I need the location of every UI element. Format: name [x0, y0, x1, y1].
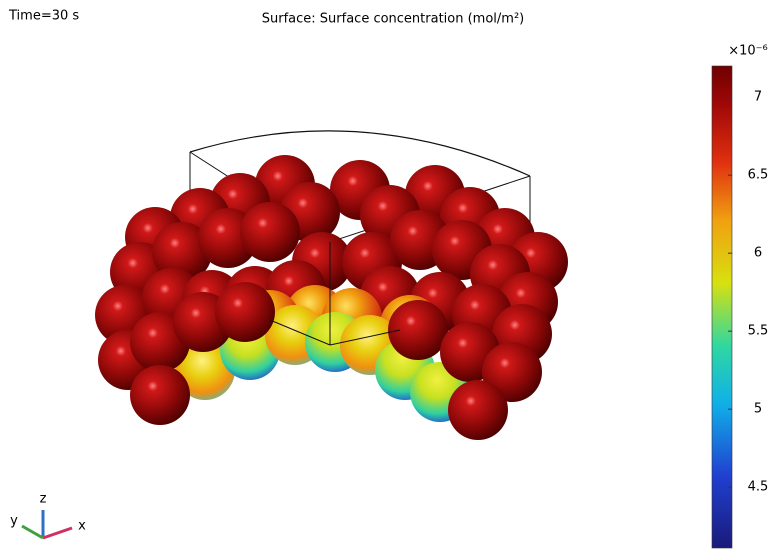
colorbar-tick-label: 5	[754, 402, 762, 417]
colorbar-tick-label: 5.5	[748, 324, 769, 339]
colorbar-multiplier: ×10⁻⁶	[728, 44, 768, 59]
particle	[240, 202, 300, 262]
colorbar-tick-label: 6	[754, 246, 762, 261]
axis-triad: z x y	[10, 492, 86, 539]
y-axis-arrow	[22, 526, 43, 538]
y-axis-label: y	[10, 514, 18, 529]
particle	[215, 282, 275, 342]
particle	[388, 300, 448, 360]
particle	[130, 365, 190, 425]
chart-title: Surface: Surface concentration (mol/m²)	[262, 12, 525, 27]
colorbar-tick-label: 6.5	[748, 168, 769, 183]
colorbar-tick-label: 7	[754, 90, 762, 105]
colorbar-tick-label: 4.5	[748, 480, 769, 495]
particle	[448, 380, 508, 440]
surface-plot	[95, 131, 568, 440]
colorbar	[712, 66, 732, 548]
time-label: Time=30 s	[8, 9, 79, 24]
x-axis-arrow	[43, 528, 72, 538]
z-axis-label: z	[40, 492, 47, 507]
chart: Time=30 s Surface: Surface concentration…	[0, 0, 774, 549]
x-axis-label: x	[78, 519, 86, 534]
